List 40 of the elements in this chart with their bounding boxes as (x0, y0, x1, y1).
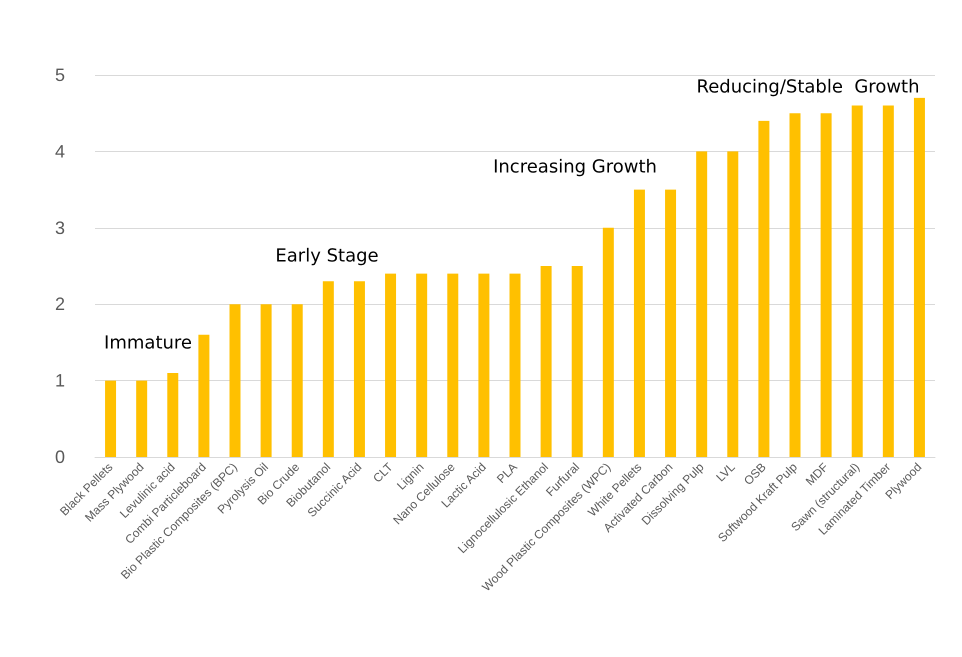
bar (820, 113, 832, 457)
y-tick-label: 3 (54, 218, 65, 238)
bar (292, 304, 303, 457)
bar (478, 274, 490, 457)
bar (105, 380, 116, 457)
bar (322, 281, 334, 457)
bar (385, 274, 396, 457)
bar (540, 266, 552, 457)
y-tick-label: 2 (54, 294, 65, 314)
bar (260, 304, 272, 457)
bar (136, 380, 148, 457)
bar (416, 274, 428, 457)
y-tick-label: 1 (54, 370, 65, 391)
bar (696, 151, 708, 457)
annotation: Increasing Growth (493, 156, 657, 178)
y-tick-label: 5 (54, 65, 65, 85)
bar (447, 274, 458, 457)
x-tick-label: PLA (494, 460, 520, 486)
bar (665, 190, 676, 457)
bar (354, 281, 365, 457)
annotation: Immature (104, 332, 192, 354)
bar (727, 151, 738, 457)
bar (572, 266, 583, 457)
x-tick-label: CLT (370, 460, 396, 486)
bar (634, 190, 645, 457)
bar (852, 106, 863, 457)
bar (914, 98, 925, 457)
bar (198, 334, 210, 457)
bar (230, 304, 240, 457)
bar (510, 274, 520, 457)
y-tick-label: 0 (54, 447, 65, 467)
bar (602, 228, 614, 457)
bar (882, 106, 894, 457)
y-tick-label: 4 (54, 141, 65, 162)
annotation: Reducing/Stable Growth (696, 76, 920, 98)
x-tick-label: LVL (713, 460, 738, 484)
bar (790, 113, 800, 457)
bar (758, 120, 770, 457)
bar (167, 372, 178, 457)
annotation: Early Stage (275, 246, 379, 266)
